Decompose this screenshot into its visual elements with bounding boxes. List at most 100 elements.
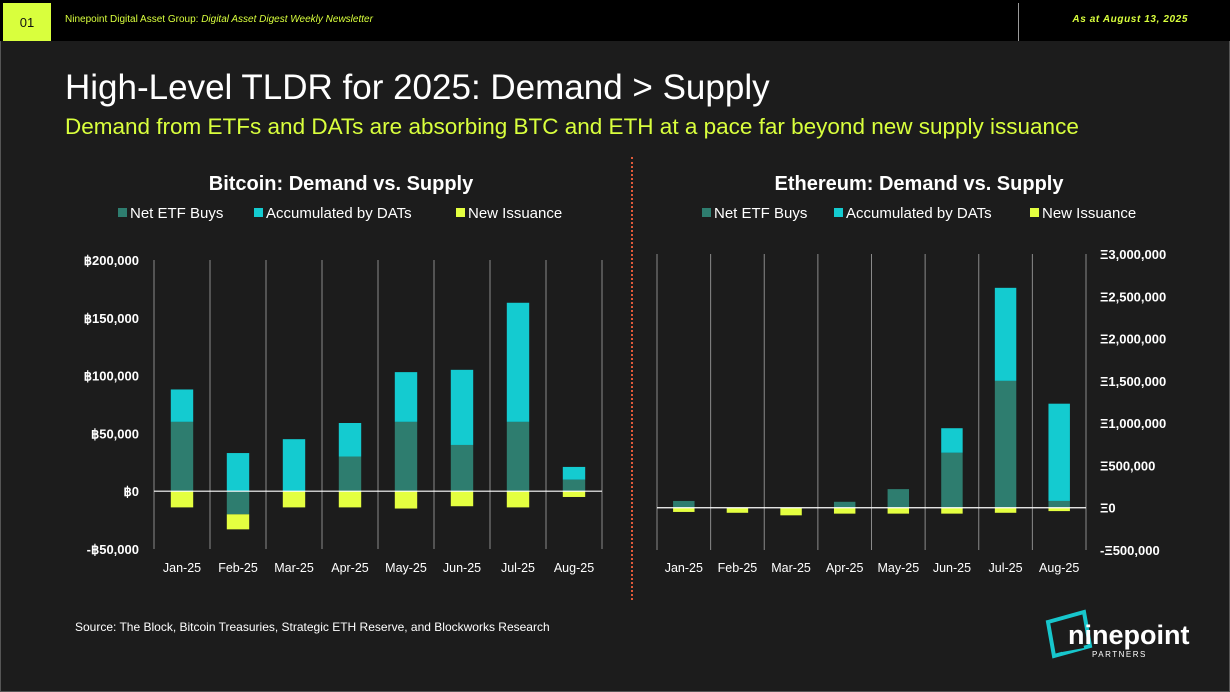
logo-word: ninepoint [1068,620,1189,650]
x-tick-label: Feb-25 [218,561,258,575]
y-tick-label: -฿50,000 [87,542,139,557]
legend-swatch [1030,208,1039,217]
ethereum-chart: Ethereum: Demand vs. Supply Net ETF Buys A… [656,173,1166,575]
bar-segment [562,491,586,497]
bar-segment [833,507,856,514]
x-tick-label: Apr-25 [331,561,369,575]
y-tick-label: ฿0 [123,484,139,499]
chart-title: Bitcoin: Demand vs. Supply [209,173,474,195]
legend-swatch [118,208,127,217]
x-tick-label: May-25 [385,561,427,575]
bitcoin-chart: Bitcoin: Demand vs. Supply Net ETF Buys Ac… [84,173,603,575]
bar-segment [170,389,194,422]
bar-segment [506,421,530,492]
x-tick-label: May-25 [877,561,919,575]
x-tick-label: Mar-25 [771,561,811,575]
y-tick-label: ฿50,000 [91,426,139,441]
bar-segment [506,491,530,508]
bar-segment [338,456,362,492]
bar-segment [170,421,194,492]
slide-subtitle: Demand from ETFs and DATs are absorbing … [65,114,1079,139]
legend-swatch [254,208,263,217]
bar-segment [226,491,250,515]
bar-segment [833,501,856,508]
chart-title: Ethereum: Demand vs. Supply [775,173,1065,195]
x-tick-label: Jan-25 [163,561,201,575]
bar-segment [673,500,695,508]
bar-segment [338,491,362,508]
bar-segment [1048,403,1070,501]
bar-segment [394,372,418,422]
bar-segment [226,453,250,492]
bar-segment [450,444,474,492]
newsletter-org: Ninepoint Digital Asset Group: [65,14,202,25]
ninepoint-logo: ninepoint PARTNERS [1045,609,1189,659]
bar-segment [780,507,802,516]
legend-label: Accumulated by DATs [846,205,992,222]
bar-segment [994,380,1017,508]
top-bar: 01 Ninepoint Digital Asset Group: Digita… [0,0,1230,41]
y-tick-label: Ξ500,000 [1100,458,1155,473]
bar-segment [994,287,1017,381]
y-tick-label: Ξ0 [1100,501,1116,516]
newsletter-name: Digital Asset Digest Weekly Newsletter [201,14,373,25]
bar-segment [450,491,474,507]
legend-swatch [702,208,711,217]
y-tick-label: Ξ3,000,000 [1100,247,1166,262]
legend-label: New Issuance [1042,205,1136,222]
as-at-date: As at August 13, 2025 [1072,14,1188,25]
slide-title: High-Level TLDR for 2025: Demand > Suppl… [65,68,770,107]
newsletter-title: Ninepoint Digital Asset Group: Digital A… [65,14,373,25]
y-tick-label: ฿150,000 [84,311,139,326]
x-tick-label: Apr-25 [826,561,864,575]
x-tick-label: Jul-25 [989,561,1023,575]
legend-swatch [834,208,843,217]
bar-segment [282,491,306,508]
bar-segment [1048,507,1070,512]
x-tick-label: Feb-25 [718,561,758,575]
legend-label: Net ETF Buys [130,205,223,222]
x-tick-label: Jun-25 [933,561,971,575]
bar-segment [394,491,418,509]
bar-segment [887,489,910,508]
legend-label: New Issuance [468,205,562,222]
legend-label: Accumulated by DATs [266,205,412,222]
bar-segment [282,439,306,492]
page-number: 01 [3,3,51,41]
x-tick-label: Jul-25 [501,561,535,575]
header-divider [1018,3,1019,41]
x-tick-label: Aug-25 [1039,561,1079,575]
y-tick-label: Ξ1,500,000 [1100,374,1166,389]
bar-segment [450,369,474,445]
chart-divider [631,157,633,600]
source-note: Source: The Block, Bitcoin Treasuries, S… [75,620,550,634]
x-tick-label: Jun-25 [443,561,481,575]
bar-segment [941,428,963,453]
y-tick-label: Ξ2,500,000 [1100,289,1166,304]
y-tick-label: Ξ1,000,000 [1100,416,1166,431]
bar-segment [726,507,749,513]
bar-segment [394,421,418,492]
legend-label: Net ETF Buys [714,205,807,222]
y-tick-label: Ξ2,000,000 [1100,332,1166,347]
x-tick-label: Jan-25 [665,561,703,575]
x-tick-label: Mar-25 [274,561,314,575]
bar-segment [941,452,963,508]
logo-mark [1045,609,1093,659]
x-tick-label: Aug-25 [554,561,594,575]
bar-segment [562,479,586,492]
bar-segment [170,491,194,508]
bar-segment [562,466,586,480]
legend-swatch [456,208,465,217]
bar-segment [506,302,530,422]
bar-segment [1048,500,1070,508]
y-tick-label: ฿100,000 [84,369,139,384]
y-tick-label: ฿200,000 [84,253,139,268]
logo-sub: PARTNERS [1092,650,1147,659]
bar-segment [941,507,963,514]
bar-segment [226,514,250,530]
y-tick-label: -Ξ500,000 [1100,543,1160,558]
bar-segment [887,507,910,514]
bar-segment [338,422,362,457]
